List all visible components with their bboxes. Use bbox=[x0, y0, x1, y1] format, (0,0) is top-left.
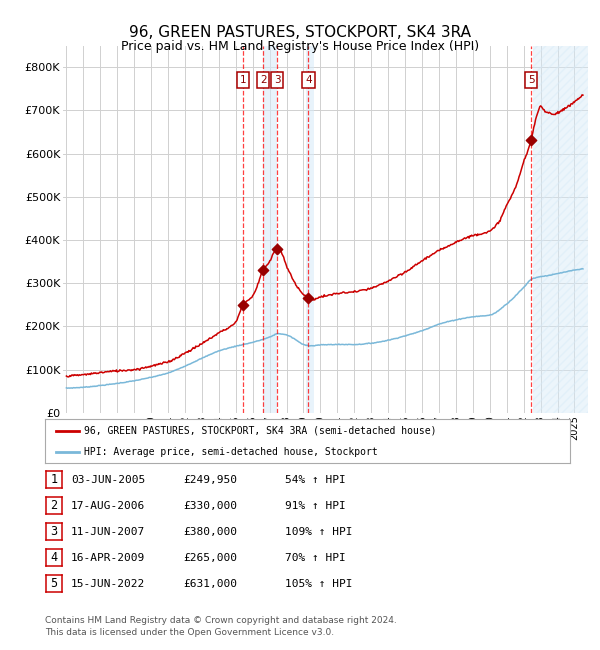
Text: £631,000: £631,000 bbox=[183, 578, 237, 589]
Bar bbox=[533, 46, 588, 413]
Text: 5: 5 bbox=[50, 577, 58, 590]
Text: 2: 2 bbox=[50, 499, 58, 512]
Bar bbox=[306, 46, 314, 413]
Text: 1: 1 bbox=[239, 75, 246, 85]
Text: 70% ↑ HPI: 70% ↑ HPI bbox=[285, 552, 346, 563]
Point bbox=[526, 135, 536, 146]
Text: £330,000: £330,000 bbox=[183, 500, 237, 511]
Text: 54% ↑ HPI: 54% ↑ HPI bbox=[285, 474, 346, 485]
Text: 3: 3 bbox=[274, 75, 280, 85]
Text: 105% ↑ HPI: 105% ↑ HPI bbox=[285, 578, 353, 589]
Text: £249,950: £249,950 bbox=[183, 474, 237, 485]
Text: 15-JUN-2022: 15-JUN-2022 bbox=[71, 578, 145, 589]
Point bbox=[272, 243, 282, 254]
Text: £380,000: £380,000 bbox=[183, 526, 237, 537]
Text: 3: 3 bbox=[50, 525, 58, 538]
Text: 4: 4 bbox=[50, 551, 58, 564]
Text: 4: 4 bbox=[305, 75, 312, 85]
Point bbox=[238, 300, 248, 310]
Text: HPI: Average price, semi-detached house, Stockport: HPI: Average price, semi-detached house,… bbox=[85, 447, 378, 457]
Text: 109% ↑ HPI: 109% ↑ HPI bbox=[285, 526, 353, 537]
Text: Contains HM Land Registry data © Crown copyright and database right 2024.: Contains HM Land Registry data © Crown c… bbox=[45, 616, 397, 625]
Text: 11-JUN-2007: 11-JUN-2007 bbox=[71, 526, 145, 537]
Text: 96, GREEN PASTURES, STOCKPORT, SK4 3RA (semi-detached house): 96, GREEN PASTURES, STOCKPORT, SK4 3RA (… bbox=[85, 426, 437, 436]
Text: 5: 5 bbox=[528, 75, 535, 85]
Text: This data is licensed under the Open Government Licence v3.0.: This data is licensed under the Open Gov… bbox=[45, 628, 334, 637]
Text: Price paid vs. HM Land Registry's House Price Index (HPI): Price paid vs. HM Land Registry's House … bbox=[121, 40, 479, 53]
Text: 17-AUG-2006: 17-AUG-2006 bbox=[71, 500, 145, 511]
Point bbox=[259, 265, 268, 276]
Text: 1: 1 bbox=[50, 473, 58, 486]
Text: 96, GREEN PASTURES, STOCKPORT, SK4 3RA: 96, GREEN PASTURES, STOCKPORT, SK4 3RA bbox=[129, 25, 471, 40]
Text: 2: 2 bbox=[260, 75, 266, 85]
Point bbox=[304, 293, 313, 304]
Text: £265,000: £265,000 bbox=[183, 552, 237, 563]
Text: 03-JUN-2005: 03-JUN-2005 bbox=[71, 474, 145, 485]
Bar bbox=[263, 46, 277, 413]
Text: 91% ↑ HPI: 91% ↑ HPI bbox=[285, 500, 346, 511]
Text: 16-APR-2009: 16-APR-2009 bbox=[71, 552, 145, 563]
